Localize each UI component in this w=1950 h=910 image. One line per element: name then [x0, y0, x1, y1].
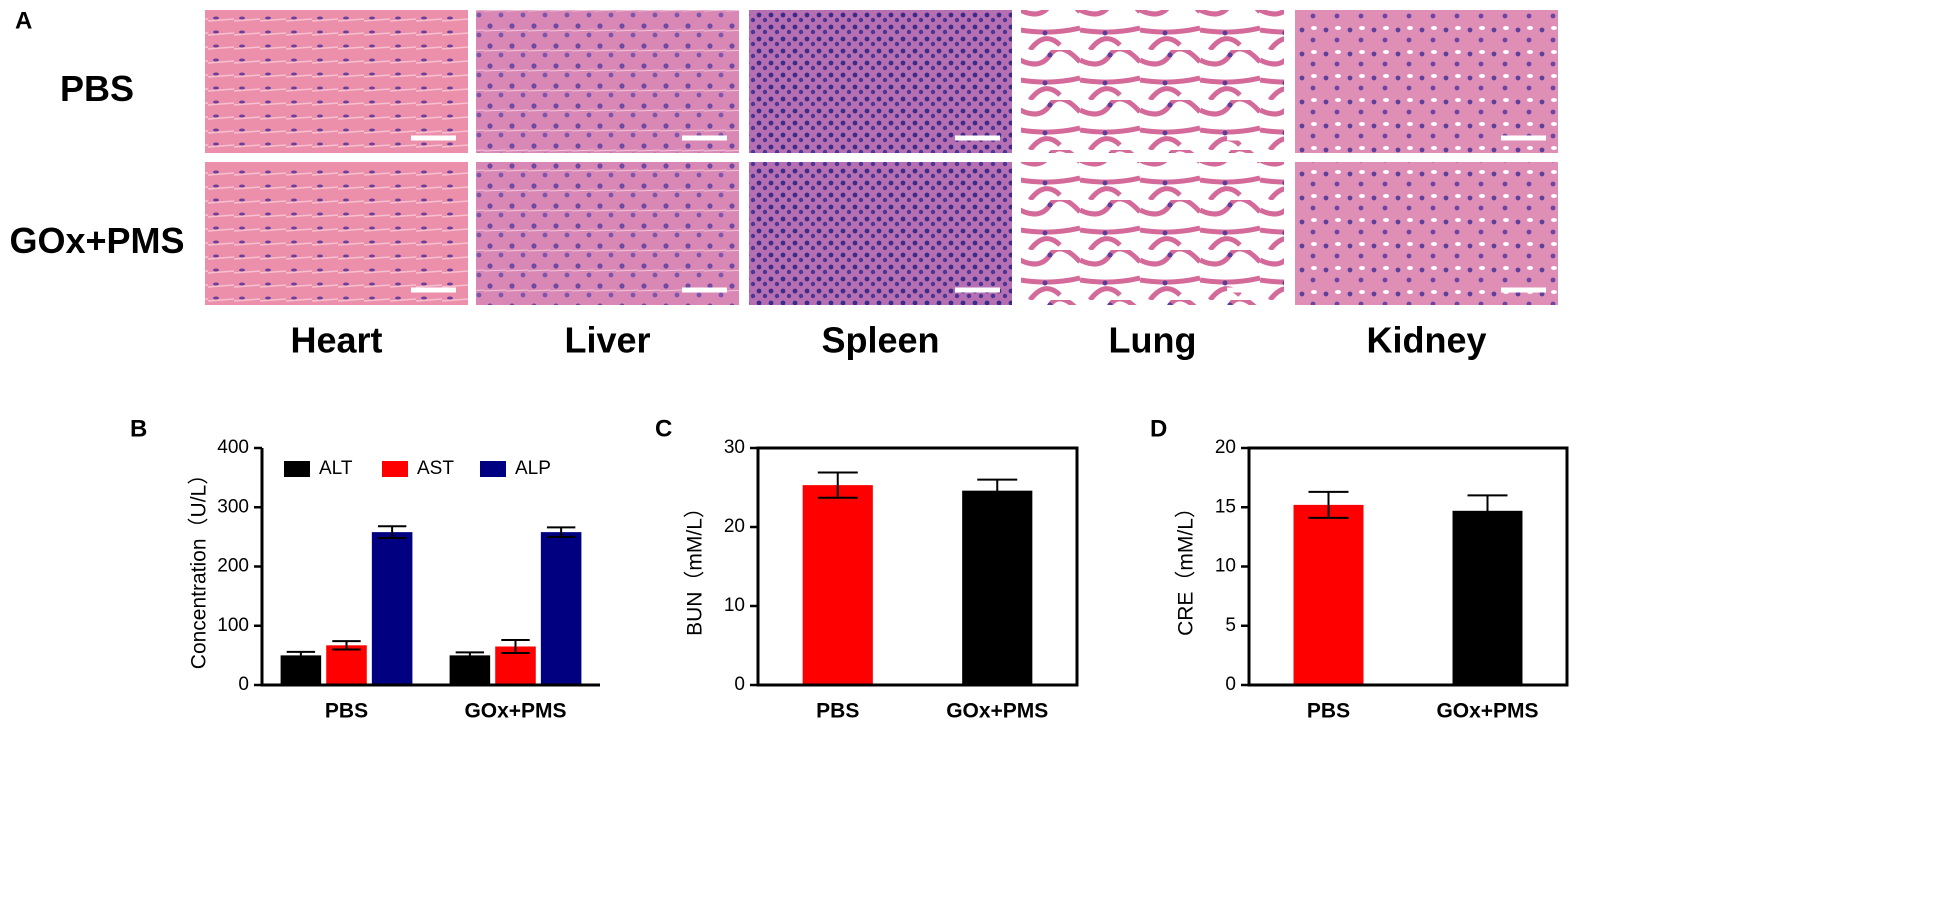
row-label: GOx+PMS [9, 220, 184, 261]
panel-label: C [655, 415, 672, 442]
x-tick-label: PBS [325, 700, 368, 723]
histology-image [749, 10, 1012, 153]
x-tick-label: GOx+PMS [946, 700, 1048, 723]
histology-image [205, 10, 468, 153]
legend-label: AST [417, 458, 454, 479]
y-tick-label: 0 [1225, 674, 1236, 695]
axis-line [260, 448, 600, 687]
panel-label: D [1150, 415, 1167, 442]
column-label: Lung [1109, 320, 1197, 361]
error-bar [377, 525, 407, 540]
y-tick-label: 10 [1215, 556, 1236, 577]
error-bar [546, 526, 576, 538]
column-label: Liver [564, 320, 650, 361]
histology-image [749, 162, 1012, 305]
bar [326, 645, 367, 685]
panel-label: B [130, 415, 147, 442]
bar [1452, 510, 1523, 685]
y-tick-label: 100 [217, 615, 249, 636]
legend-label: ALT [319, 458, 353, 479]
y-tick-label: 0 [734, 674, 745, 695]
axis-line [1247, 446, 1569, 687]
column-label: Spleen [821, 320, 939, 361]
y-tick-label: 30 [724, 437, 745, 458]
bar [802, 485, 873, 685]
y-tick-label: 300 [217, 496, 249, 517]
y-axis-title: Concentration（U/L） [188, 464, 211, 669]
legend-swatch [382, 461, 408, 477]
column-label: Heart [290, 320, 382, 361]
error-bar [501, 638, 530, 655]
y-axis-title: CRE（mM/L） [1175, 497, 1198, 636]
error-bar [286, 650, 316, 660]
histology-image [476, 162, 739, 305]
error-bar [1467, 494, 1508, 528]
panel-label: A [15, 7, 32, 34]
y-tick-label: 10 [724, 595, 745, 616]
bar [371, 532, 413, 685]
bar [449, 655, 491, 685]
error-bar [332, 640, 361, 651]
y-tick-label: 200 [217, 556, 249, 577]
x-tick-label: GOx+PMS [464, 700, 566, 723]
y-tick-label: 15 [1215, 496, 1236, 517]
legend-swatch [480, 461, 506, 477]
row-label: PBS [60, 68, 134, 109]
y-tick-label: 5 [1225, 615, 1236, 636]
bar [540, 532, 582, 685]
histology-image [1021, 10, 1284, 153]
error-bar [977, 478, 1018, 503]
legend-label: ALP [515, 458, 551, 479]
axis-line [756, 446, 1079, 687]
error-bar [455, 651, 485, 660]
error-bar [817, 471, 858, 499]
bar [962, 490, 1033, 685]
legend-swatch [284, 461, 310, 477]
y-tick-label: 20 [1215, 437, 1236, 458]
x-tick-label: PBS [816, 700, 859, 723]
bar [1293, 504, 1364, 685]
histology-image [476, 10, 739, 153]
histology-image [1021, 162, 1284, 305]
histology-image [1295, 10, 1558, 153]
bar [280, 655, 322, 685]
column-label: Kidney [1366, 320, 1486, 361]
x-tick-label: GOx+PMS [1436, 700, 1538, 723]
y-tick-label: 400 [217, 437, 249, 458]
error-bar [1308, 490, 1349, 519]
x-tick-label: PBS [1307, 700, 1350, 723]
y-tick-label: 20 [724, 516, 745, 537]
y-tick-label: 0 [238, 674, 249, 695]
histology-image [205, 162, 468, 305]
histology-image [1295, 162, 1558, 305]
y-axis-title: BUN（mM/L） [684, 497, 707, 636]
